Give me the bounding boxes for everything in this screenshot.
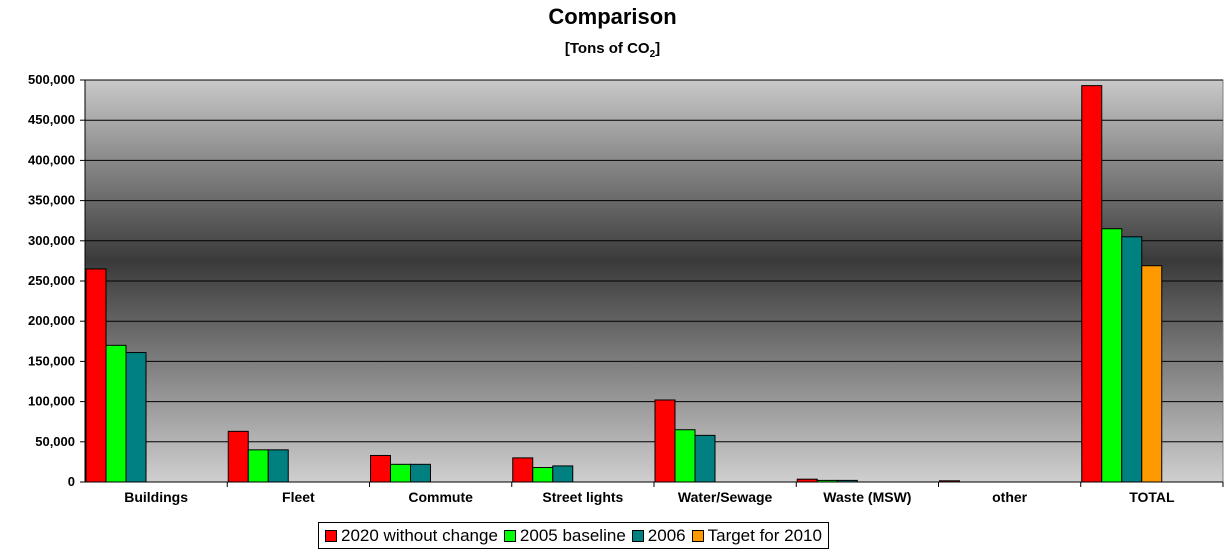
x-tick-label: Street lights	[542, 489, 623, 505]
legend-swatch	[325, 529, 337, 542]
y-tick-label: 400,000	[28, 152, 75, 167]
subtitle-suffix: ]	[655, 40, 661, 57]
bar	[227, 430, 249, 483]
legend-label: Target for 2010	[707, 525, 822, 545]
y-tick-label: 450,000	[28, 112, 75, 127]
bar	[267, 449, 289, 483]
bar-chart: 0 50,000 100,000 150,000 200,000 250,000 300,0…	[28, 72, 1224, 505]
bar	[390, 463, 411, 483]
legend-swatch	[631, 529, 644, 542]
legend-swatch	[503, 529, 516, 542]
subtitle-subscript: 2	[649, 49, 656, 60]
x-tick-label: Water/Sewage	[678, 489, 773, 505]
legend-item: 2006	[631, 525, 686, 546]
x-tick-label: other	[992, 489, 1028, 505]
bar	[1101, 228, 1123, 483]
axes: 0 50,000 100,000 150,000 200,000 250,000 300,0…	[28, 72, 1224, 505]
x-tick-label: Waste (MSW)	[823, 489, 911, 505]
y-tick-label: 150,000	[28, 353, 75, 368]
x-tick-label: Fleet	[282, 489, 315, 505]
legend-item: 2020 without change	[325, 526, 498, 546]
y-tick-label: 250,000	[28, 273, 75, 288]
y-tick-label: 50,000	[35, 434, 75, 449]
bar	[654, 399, 676, 483]
chart-title: Comparison	[548, 4, 677, 29]
legend-label: 2020 without change	[341, 525, 498, 545]
legend-item: Target for 2010	[691, 525, 822, 546]
x-tick-label: TOTAL	[1129, 489, 1175, 505]
bar	[1121, 236, 1143, 483]
legend-swatch	[691, 529, 704, 542]
bar	[674, 429, 696, 483]
bars	[85, 85, 1163, 483]
bar	[1081, 85, 1103, 483]
y-tick-label: 300,000	[28, 233, 75, 248]
bar	[410, 463, 431, 483]
bar	[370, 454, 391, 483]
legend-label: 2005 baseline	[519, 525, 626, 545]
bar	[247, 449, 269, 483]
gridlines	[85, 79, 1223, 443]
bar	[105, 344, 127, 483]
bar	[532, 467, 554, 483]
bar	[125, 352, 147, 483]
bar	[694, 434, 716, 483]
x-tick-label: Commute	[408, 489, 473, 505]
legend-label: 2006	[647, 525, 686, 545]
y-tick-label: 0	[68, 474, 75, 489]
chart-subtitle: [Tons of CO2]	[0, 40, 1225, 60]
y-tick-label: 200,000	[28, 313, 75, 328]
y-tick-label: 350,000	[28, 193, 75, 208]
bar	[85, 268, 107, 483]
y-tick-label: 100,000	[28, 394, 75, 409]
y-tick-label: 500,000	[28, 72, 75, 87]
legend: 2020 without change 2005 baseline 2006 Targ…	[318, 522, 829, 549]
bar	[552, 465, 574, 483]
x-tick-label: Buildings	[124, 489, 188, 505]
legend-item: 2005 baseline	[503, 525, 626, 546]
bar	[512, 457, 534, 483]
subtitle-prefix: [Tons of CO	[564, 40, 650, 57]
bar	[1141, 265, 1163, 483]
